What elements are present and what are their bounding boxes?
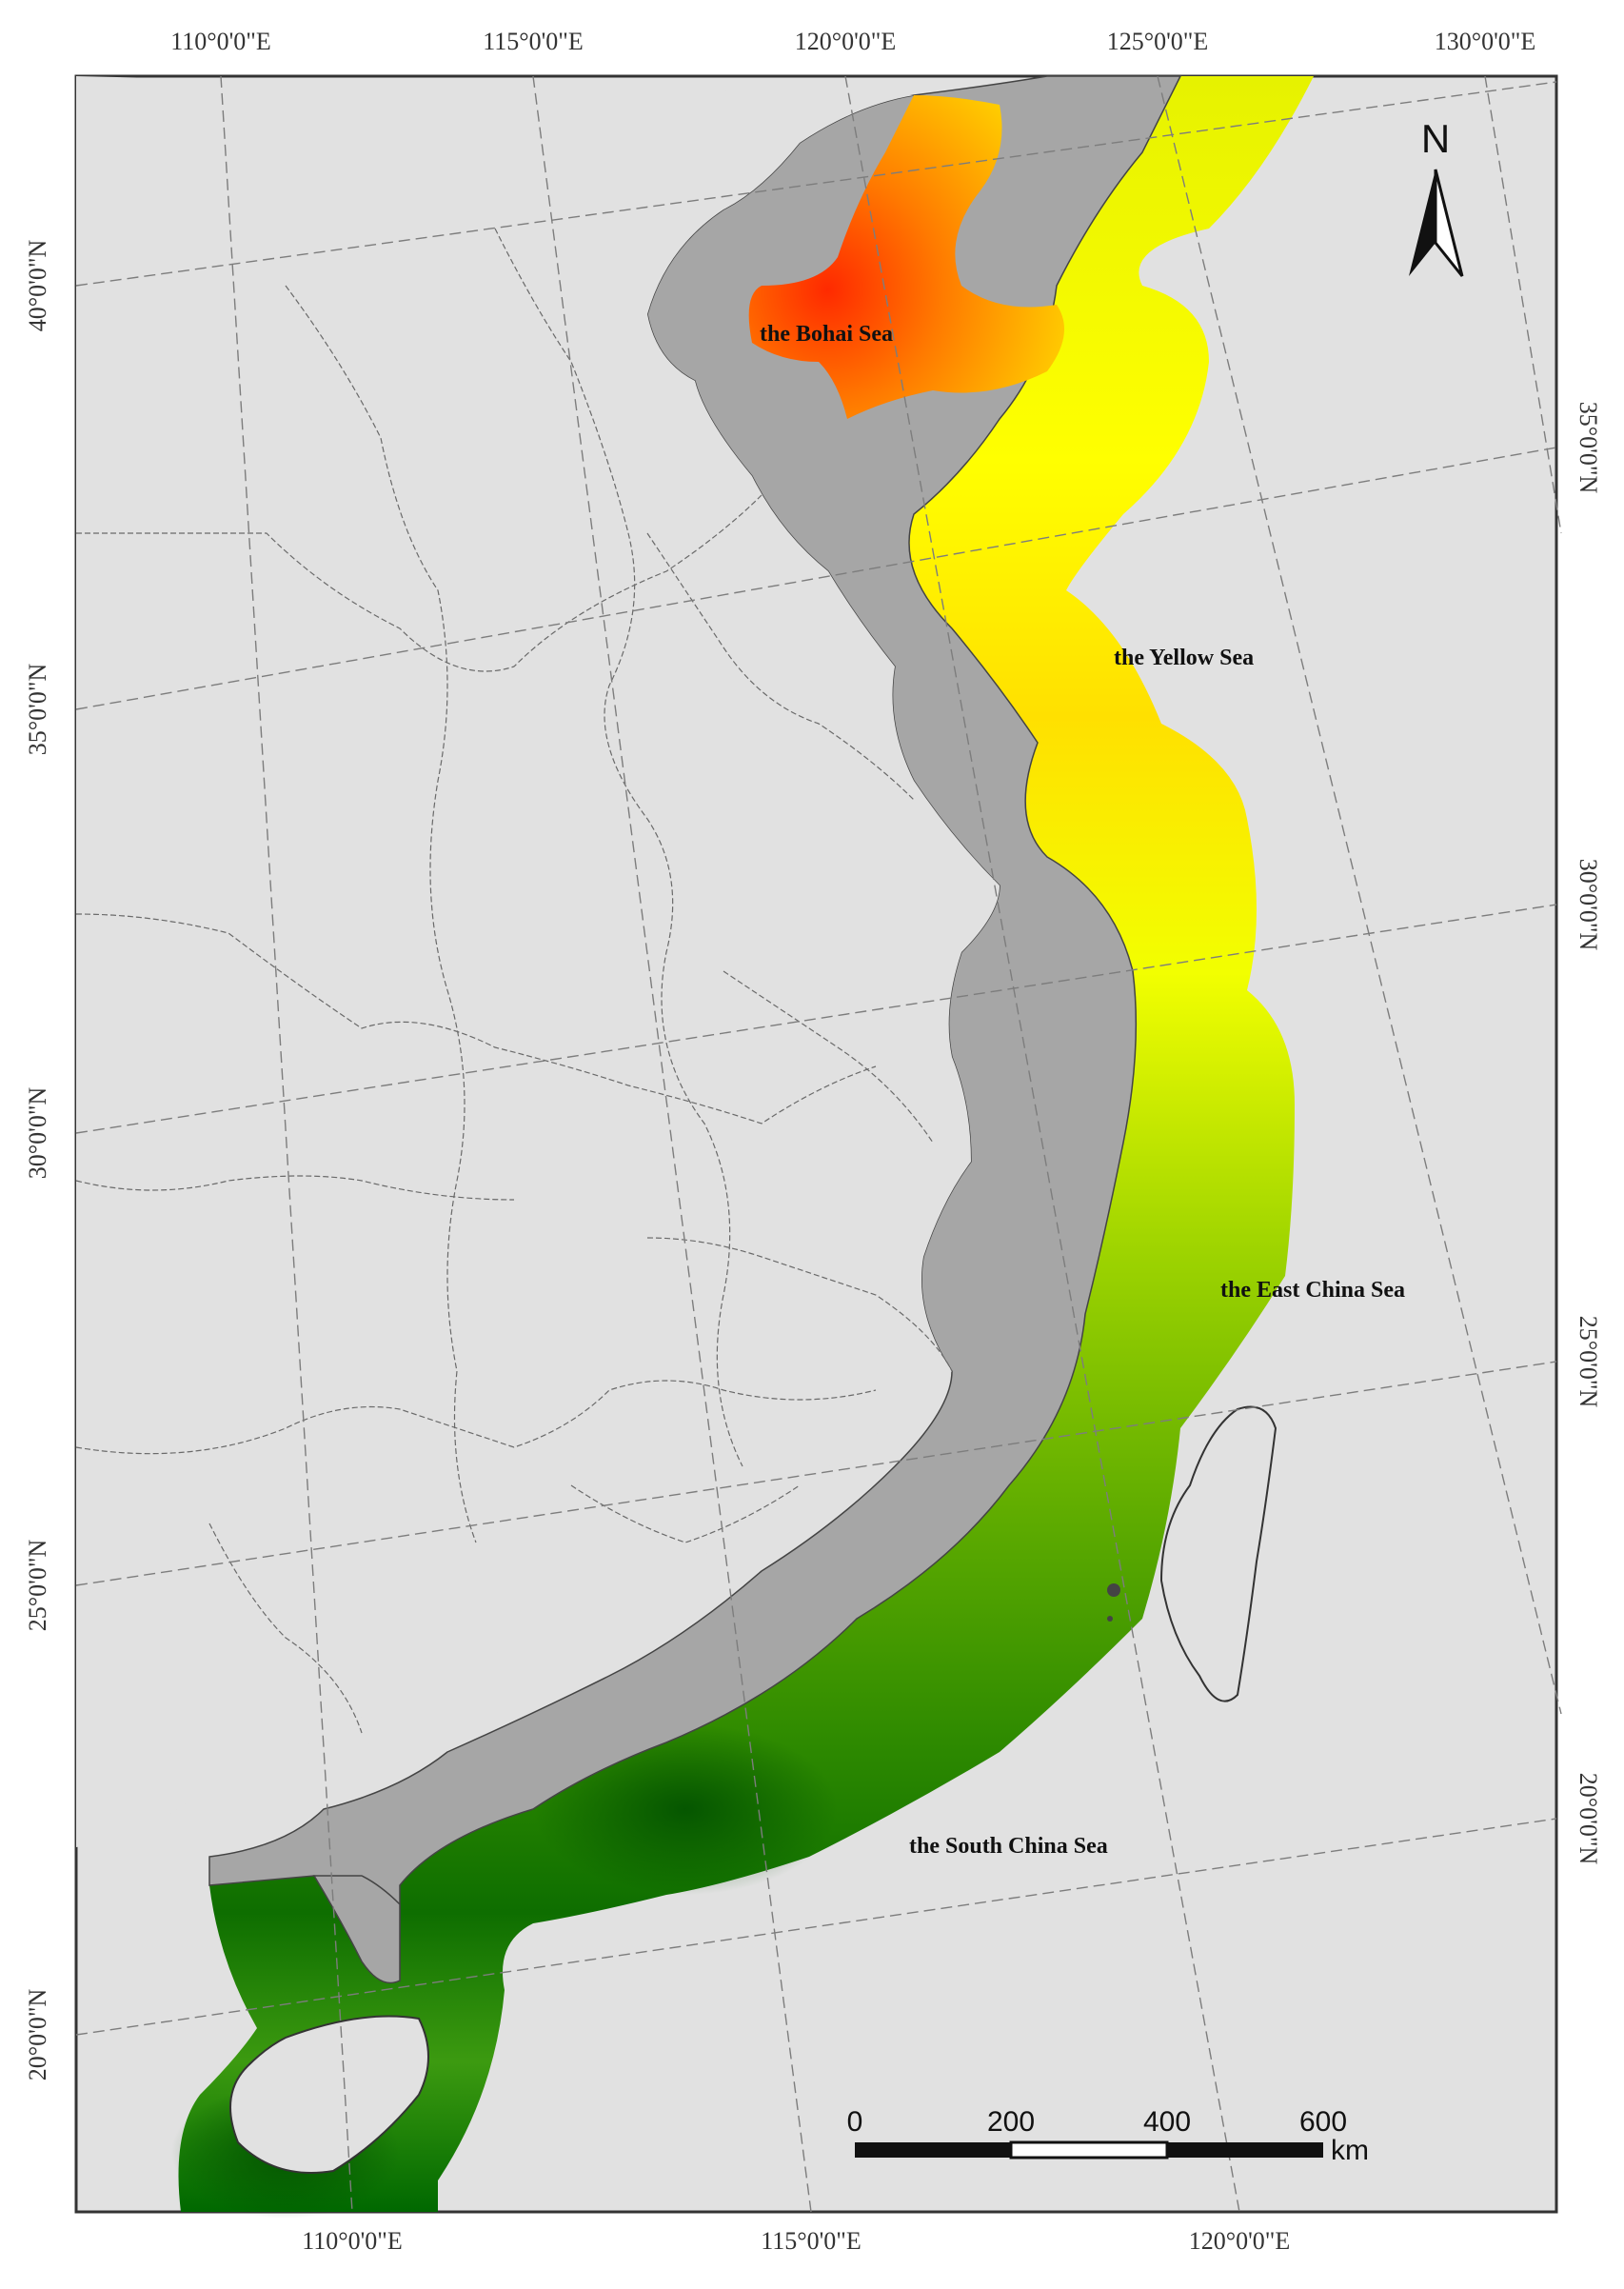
graticule-label-bottom-110: 110°0'0"E — [302, 2227, 403, 2255]
coastal-sea-band — [178, 76, 1314, 2212]
scale-seg-3 — [1167, 2142, 1323, 2158]
leizhou-peninsula — [312, 1875, 401, 1984]
graticule-label-left-35: 35°0'0"N — [24, 664, 51, 756]
graticule-label-right-25: 25°0'0"N — [1574, 1316, 1602, 1408]
scale-seg-2 — [1009, 2140, 1169, 2160]
label-bohai-sea: the Bohai Sea — [760, 322, 893, 347]
scale-tick-0: 0 — [847, 2106, 863, 2138]
graticule-label-top-125: 125°0'0"E — [1107, 28, 1209, 55]
scale-tick-400: 400 — [1143, 2106, 1191, 2138]
scale-bar: 0 200 400 600 km — [847, 2106, 1369, 2166]
scale-tick-600: 600 — [1299, 2106, 1347, 2138]
graticule-label-bottom-115: 115°0'0"E — [761, 2227, 862, 2255]
label-east-china-sea: the East China Sea — [1220, 1278, 1405, 1303]
graticule-label-left-40: 40°0'0"N — [24, 240, 51, 332]
island-small-a — [1107, 1616, 1113, 1622]
graticule-label-top-130: 130°0'0"E — [1435, 28, 1536, 55]
scale-tick-200: 200 — [987, 2106, 1035, 2138]
inland-china — [76, 76, 1000, 1847]
north-arrow: N — [1409, 116, 1464, 277]
bohai-sea — [748, 95, 1064, 419]
graticule-label-right-35: 35°0'0"N — [1574, 402, 1602, 494]
label-south-china-sea: the South China Sea — [909, 1834, 1108, 1859]
scale-seg-1 — [855, 2142, 1011, 2158]
province-borders — [75, 228, 953, 1734]
graticule-label-left-25: 25°0'0"N — [24, 1540, 51, 1632]
graticule-label-bottom-120: 120°0'0"E — [1189, 2227, 1291, 2255]
north-arrow-icon-outline — [1434, 169, 1464, 277]
graticule-label-left-30: 30°0'0"N — [24, 1087, 51, 1180]
graticule-label-left-20: 20°0'0"N — [24, 1989, 51, 2081]
scale-unit: km — [1331, 2135, 1369, 2166]
graticule-label-top-115: 115°0'0"E — [483, 28, 584, 55]
graticule-label-top-110: 110°0'0"E — [170, 28, 271, 55]
graticule-label-top-120: 120°0'0"E — [795, 28, 897, 55]
graticule — [75, 75, 1562, 2213]
taiwan-island — [1159, 1405, 1277, 1702]
graticule-label-right-20: 20°0'0"N — [1574, 1773, 1602, 1865]
island-penghu — [1107, 1583, 1120, 1597]
label-yellow-sea: the Yellow Sea — [1114, 646, 1254, 670]
north-arrow-label: N — [1421, 116, 1450, 161]
graticule-label-right-30: 30°0'0"N — [1574, 859, 1602, 951]
north-arrow-icon — [1409, 169, 1436, 276]
coastal-provinces — [208, 75, 1182, 1982]
hainan-island — [229, 2015, 429, 2174]
